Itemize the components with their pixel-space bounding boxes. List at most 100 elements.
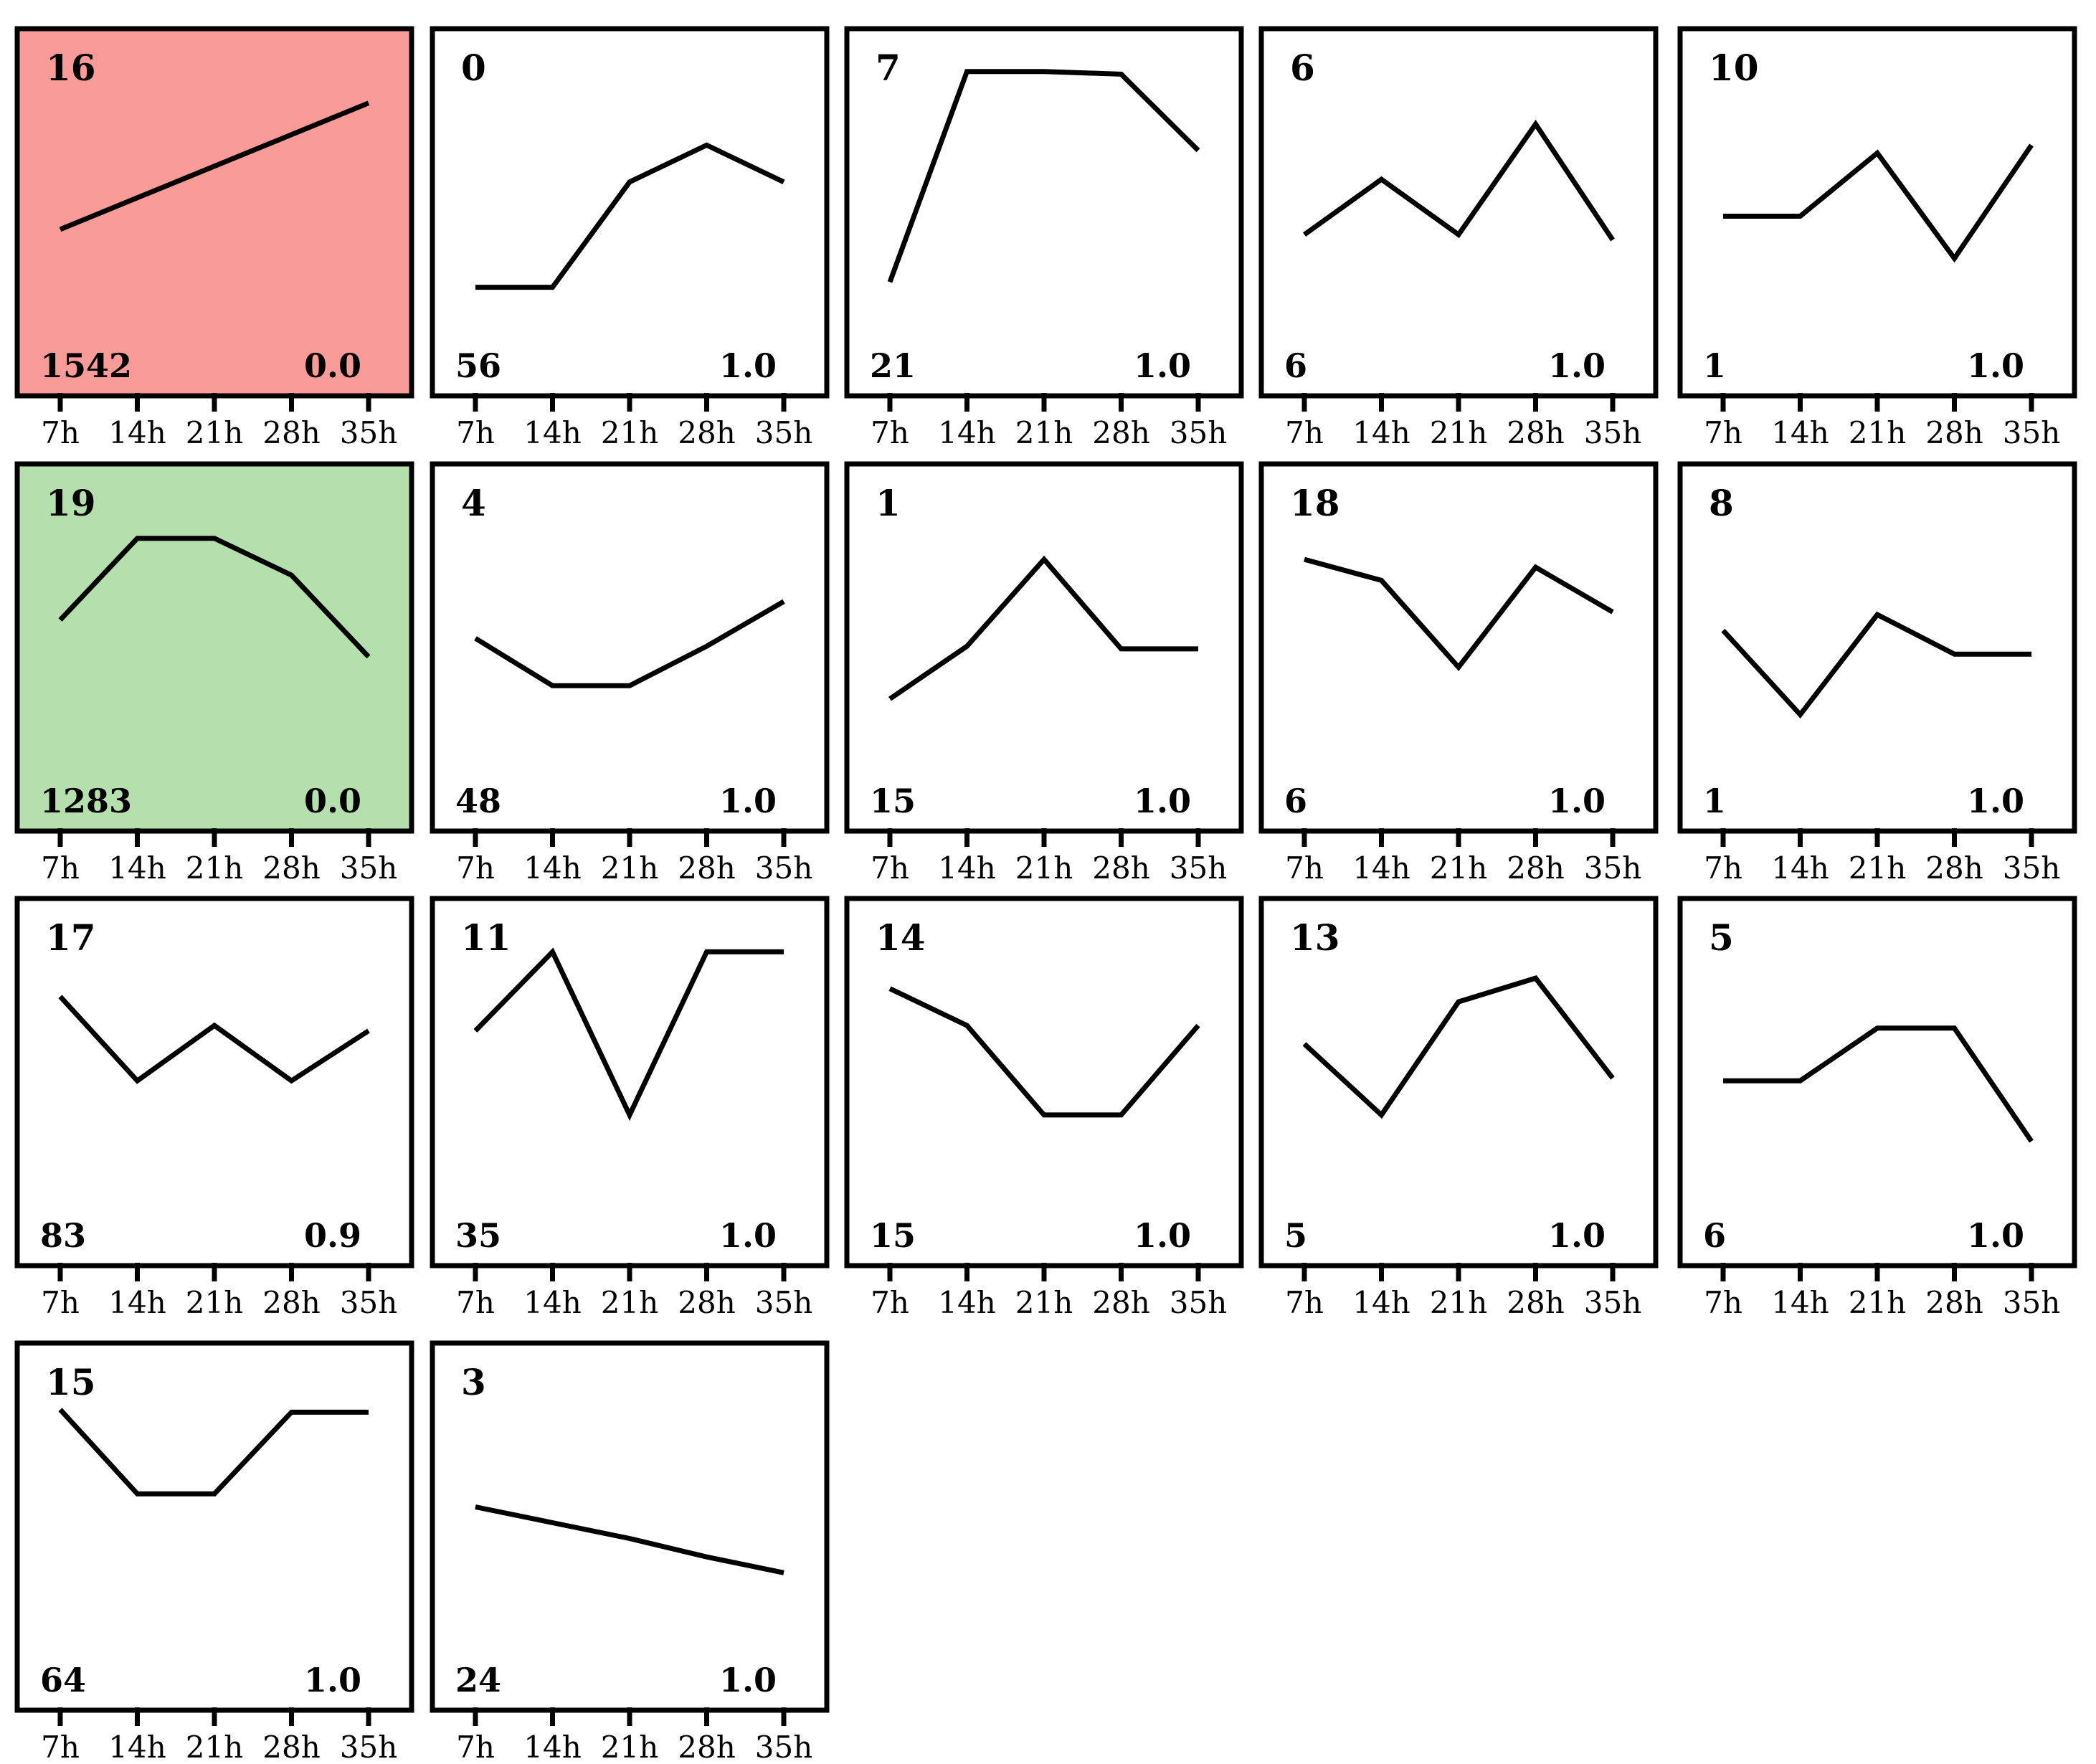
x-tick-label: 21h — [1015, 1285, 1073, 1320]
x-tick-label: 21h — [601, 1730, 659, 1764]
cluster-count-label: 1283 — [40, 782, 132, 820]
cluster-panel-19: 7h 14h 21h 28h 35h 19 1283 0.0 — [14, 461, 414, 886]
x-tick-label: 7h — [1704, 1285, 1742, 1320]
x-tick-label: 35h — [1584, 850, 1642, 886]
profile-line-cluster-1 — [888, 555, 1198, 701]
x-tick-label: 28h — [1092, 1285, 1150, 1320]
x-tick-label: 28h — [678, 1285, 736, 1320]
cluster-panel-16: 7h 14h 21h 28h 35h 16 1542 0.0 — [14, 26, 414, 450]
x-tick-label: 7h — [41, 1730, 80, 1764]
profile-line-cluster-18 — [1304, 556, 1614, 671]
panel-frame — [430, 1340, 830, 1713]
x-tick-label: 14h — [938, 1285, 996, 1320]
x-tick-label: 35h — [755, 415, 813, 450]
cluster-count-label: 1 — [1703, 346, 1726, 385]
x-tick-label: 14h — [1771, 850, 1829, 886]
cluster-panel-18: 7h 14h 21h 28h 35h 18 6 1.0 — [1258, 461, 1659, 886]
x-tick-label: 7h — [1285, 850, 1324, 886]
profile-line-cluster-16 — [59, 100, 370, 232]
cluster-id-label: 7 — [876, 47, 901, 89]
x-tick-label: 35h — [1170, 1285, 1228, 1320]
x-tick-label: 35h — [1170, 415, 1228, 450]
cluster-count-label: 56 — [455, 346, 501, 385]
x-tick-label: 28h — [262, 850, 321, 886]
x-tick-label: 35h — [1584, 415, 1642, 450]
cluster-pvalue-label: 1.0 — [719, 1661, 777, 1699]
cluster-count-label: 5 — [1284, 1216, 1307, 1255]
x-tick-label: 35h — [340, 415, 398, 450]
cluster-pvalue-label: 1.0 — [1134, 1216, 1191, 1255]
x-tick-label: 28h — [678, 415, 736, 450]
x-tick-label: 21h — [186, 850, 244, 886]
x-tick-label: 28h — [262, 1730, 321, 1764]
panel-frame — [14, 26, 414, 399]
panel-frame — [14, 1340, 414, 1713]
cluster-id-label: 1 — [876, 482, 901, 524]
cluster-id-label: 8 — [1709, 482, 1734, 524]
x-tick-label: 35h — [1584, 1285, 1642, 1320]
x-tick-label: 35h — [755, 1730, 813, 1764]
cluster-id-label: 19 — [46, 482, 96, 524]
x-tick-label: 7h — [1285, 1285, 1324, 1320]
cluster-count-label: 35 — [455, 1216, 501, 1255]
x-tick-label: 35h — [755, 850, 813, 886]
x-tick-label: 35h — [340, 1285, 398, 1320]
profile-line-cluster-4 — [474, 599, 785, 688]
x-tick-label: 21h — [1015, 850, 1073, 886]
cluster-panel-13: 7h 14h 21h 28h 35h 13 5 1.0 — [1258, 896, 1659, 1320]
cluster-pvalue-label: 1.0 — [304, 1661, 361, 1699]
cluster-count-label: 24 — [455, 1661, 501, 1699]
x-tick-label: 28h — [1507, 1285, 1565, 1320]
panel-frame — [1677, 26, 2077, 399]
cluster-pvalue-label: 0.9 — [304, 1216, 361, 1255]
x-tick-label: 21h — [601, 1285, 659, 1320]
cluster-id-label: 15 — [46, 1361, 96, 1403]
cluster-pvalue-label: 1.0 — [1548, 782, 1606, 820]
x-tick-label: 7h — [456, 850, 495, 886]
x-tick-label: 35h — [1170, 850, 1228, 886]
x-tick-label: 21h — [601, 415, 659, 450]
cluster-pvalue-label: 0.0 — [304, 782, 361, 820]
cluster-id-label: 6 — [1290, 47, 1315, 89]
cluster-panel-11: 7h 14h 21h 28h 35h 11 35 1.0 — [430, 896, 830, 1320]
x-tick-label: 14h — [523, 1730, 582, 1764]
cluster-panel-8: 7h 14h 21h 28h 35h 8 1 1.0 — [1677, 461, 2077, 886]
profile-line-cluster-3 — [475, 1504, 784, 1575]
cluster-panel-0: 7h 14h 21h 28h 35h 0 56 1.0 — [430, 26, 830, 450]
cluster-panel-14: 7h 14h 21h 28h 35h 14 15 1.0 — [844, 896, 1244, 1320]
profile-line-cluster-7 — [887, 69, 1200, 283]
panel-frame — [14, 461, 414, 834]
profile-line-cluster-17 — [58, 995, 370, 1084]
cluster-id-label: 14 — [876, 916, 926, 959]
x-tick-label: 21h — [1430, 850, 1488, 886]
x-tick-label: 7h — [41, 850, 80, 886]
cluster-id-label: 17 — [46, 916, 96, 959]
x-tick-label: 28h — [1092, 415, 1150, 450]
x-tick-label: 14h — [108, 850, 166, 886]
x-tick-label: 35h — [340, 850, 398, 886]
cluster-id-label: 18 — [1290, 482, 1340, 524]
cluster-pvalue-label: 1.0 — [719, 1216, 777, 1255]
x-tick-label: 14h — [523, 1285, 582, 1320]
x-tick-label: 28h — [1092, 850, 1150, 886]
cluster-pvalue-label: 1.0 — [1134, 782, 1191, 820]
x-tick-label: 21h — [601, 850, 659, 886]
x-tick-label: 21h — [1430, 1285, 1488, 1320]
x-tick-label: 21h — [1849, 850, 1907, 886]
x-tick-label: 35h — [2003, 415, 2061, 450]
cluster-id-label: 10 — [1709, 47, 1759, 89]
cluster-id-label: 0 — [461, 47, 486, 89]
x-tick-label: 35h — [2003, 1285, 2061, 1320]
cluster-pvalue-label: 1.0 — [1967, 782, 2024, 820]
x-tick-label: 28h — [1925, 415, 1983, 450]
profile-line-cluster-14 — [888, 986, 1200, 1118]
x-tick-label: 21h — [186, 1285, 244, 1320]
x-tick-label: 7h — [41, 1285, 80, 1320]
x-tick-label: 7h — [871, 415, 909, 450]
panel-frame — [430, 461, 830, 834]
cluster-pvalue-label: 1.0 — [1967, 1216, 2024, 1255]
x-tick-label: 14h — [108, 415, 166, 450]
cluster-id-label: 3 — [461, 1361, 486, 1403]
cluster-count-label: 6 — [1284, 346, 1307, 385]
x-tick-label: 28h — [678, 1730, 736, 1764]
